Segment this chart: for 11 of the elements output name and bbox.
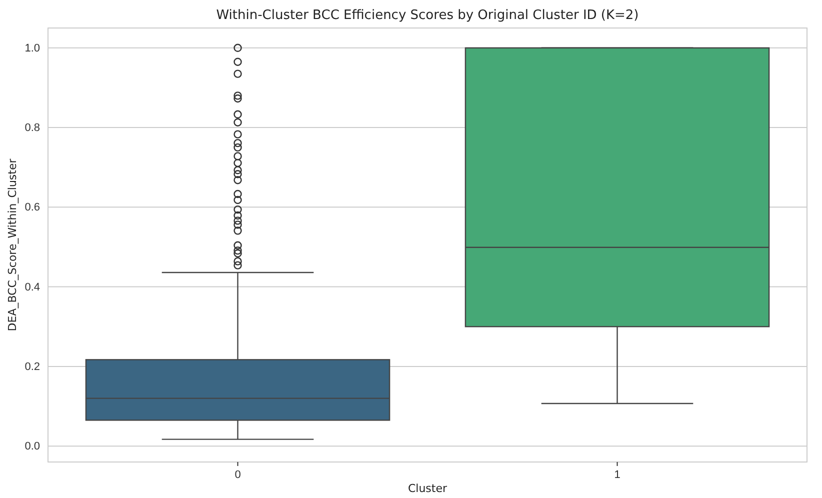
- y-tick-label: 0.2: [24, 360, 40, 373]
- y-tick-label: 0.4: [24, 281, 40, 294]
- y-tick-label: 0.0: [24, 440, 40, 453]
- y-tick-label: 0.8: [24, 122, 40, 134]
- x-tick-label: 1: [614, 468, 620, 481]
- x-axis-title: Cluster: [408, 482, 448, 495]
- x-tick-label: 0: [234, 468, 241, 481]
- chart-title: Within-Cluster BCC Efficiency Scores by Original Cluster ID (K=2): [216, 8, 639, 23]
- y-axis-title: DEA_BCC_Score_Within_Cluster: [6, 158, 19, 332]
- y-tick-label: 1.0: [24, 42, 40, 54]
- y-tick-label: 0.6: [24, 202, 40, 214]
